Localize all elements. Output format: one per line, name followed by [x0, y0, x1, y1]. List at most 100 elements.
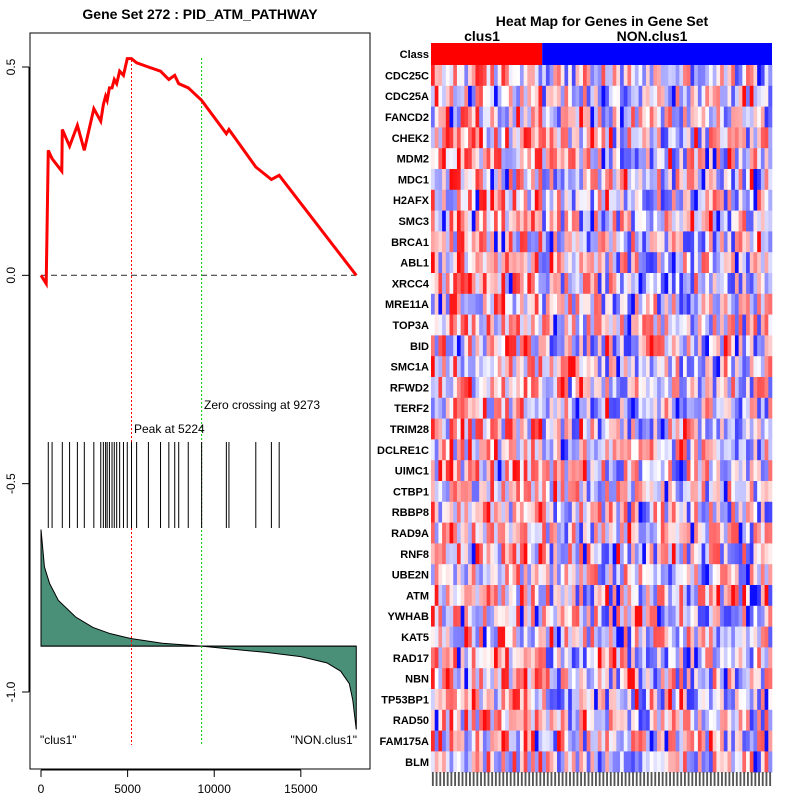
heatmap-cell [442, 65, 447, 87]
heatmap-cell [534, 439, 539, 461]
heatmap-cell [460, 231, 465, 253]
heatmap-cell [679, 356, 684, 378]
sample-label-mark [765, 772, 768, 786]
heatmap-cell [764, 210, 769, 232]
heatmap-cell [712, 709, 717, 731]
heatmap-cell [516, 169, 521, 191]
heatmap-cell [620, 481, 625, 503]
heatmap-cell [590, 231, 595, 253]
heatmap-cell [497, 730, 502, 752]
heatmap-cell [571, 481, 576, 503]
heatmap-cell [456, 106, 461, 128]
heatmap-cell [671, 273, 676, 295]
heatmap-cell [564, 148, 569, 170]
heatmap-cell [475, 481, 480, 503]
heatmap-cell [501, 293, 506, 315]
heatmap-cell [523, 501, 528, 523]
heatmap-cell [479, 751, 484, 773]
heatmap-cell [519, 397, 524, 419]
heatmap-cell [582, 501, 587, 523]
heatmap-cell [627, 335, 632, 357]
heatmap-cell [686, 65, 691, 87]
heatmap-cell [527, 148, 532, 170]
heatmap-cell [627, 501, 632, 523]
heatmap-cell [694, 647, 699, 669]
heatmap-cell [620, 397, 625, 419]
heatmap-cell [734, 85, 739, 107]
heatmap-cell [579, 647, 584, 669]
heatmap-cell [449, 377, 454, 399]
heatmap-cell [553, 418, 558, 440]
heatmap-cell [671, 585, 676, 607]
heatmap-cell [575, 543, 580, 565]
heatmap-cell [456, 314, 461, 336]
heatmap-cell [683, 751, 688, 773]
heatmap-cell [490, 689, 495, 711]
heatmap-cell [475, 605, 480, 627]
heatmap-cell [712, 481, 717, 503]
heatmap-cell [594, 65, 599, 87]
heatmap-cell [612, 169, 617, 191]
heatmap-cell [557, 668, 562, 690]
heatmap-cell [468, 335, 473, 357]
heatmap-cell [519, 148, 524, 170]
heatmap-cell [479, 231, 484, 253]
heatmap-cell [701, 460, 706, 482]
heatmap-cell [516, 501, 521, 523]
heatmap-cell [516, 626, 521, 648]
heatmap-cell [734, 605, 739, 627]
heatmap-cell [631, 709, 636, 731]
heatmap-cell [738, 564, 743, 586]
heatmap-cell [690, 543, 695, 565]
heatmap-cell [601, 356, 606, 378]
heatmap-cell [586, 418, 591, 440]
heatmap-cell [768, 730, 773, 752]
heatmap-cell [634, 709, 639, 731]
heatmap-cell [431, 585, 436, 607]
heatmap-cell [731, 189, 736, 211]
heatmap-cell [708, 668, 713, 690]
heatmap-cell [749, 605, 754, 627]
heatmap-cell [768, 293, 773, 315]
gene-label: MRE11A [385, 299, 429, 311]
heatmap-cell [694, 689, 699, 711]
heatmap-cell [664, 106, 669, 128]
heatmap-cell [616, 169, 621, 191]
heatmap-cell [768, 127, 773, 149]
heatmap-cell [512, 252, 517, 274]
heatmap-cell [560, 418, 565, 440]
heatmap-cell [686, 127, 691, 149]
heatmap-cell [545, 730, 550, 752]
heatmap-cell [690, 501, 695, 523]
heatmap-cell [434, 127, 439, 149]
heatmap-cell [468, 85, 473, 107]
heatmap-cell [612, 148, 617, 170]
heatmap-cell [623, 314, 628, 336]
heatmap-cell [749, 439, 754, 461]
heatmap-cell [475, 668, 480, 690]
heatmap-cell [590, 668, 595, 690]
heatmap-cell [527, 314, 532, 336]
heatmap-cell [560, 647, 565, 669]
heatmap-cell [649, 501, 654, 523]
heatmap-cell [445, 501, 450, 523]
sample-label-mark [650, 772, 653, 786]
heatmap-cell [608, 210, 613, 232]
heatmap-cell [579, 148, 584, 170]
heatmap-cell [471, 481, 476, 503]
heatmap-cell [590, 377, 595, 399]
heatmap-cell [720, 106, 725, 128]
heatmap-cell [720, 293, 725, 315]
heatmap-cell [734, 356, 739, 378]
heatmap-cell [545, 293, 550, 315]
heatmap-cell [612, 210, 617, 232]
heatmap-cell [468, 273, 473, 295]
heatmap-cell [608, 605, 613, 627]
heatmap-cell [623, 169, 628, 191]
heatmap-cell [671, 314, 676, 336]
heatmap-cell [723, 252, 728, 274]
heatmap-cell [601, 273, 606, 295]
heatmap-cell [668, 481, 673, 503]
heatmap-cell [634, 564, 639, 586]
heatmap-cell [590, 335, 595, 357]
